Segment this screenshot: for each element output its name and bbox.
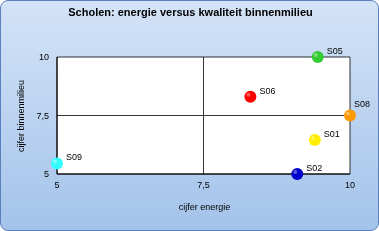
html-text:cijfer binnenmilieu: cijfer binnenmilieu xyxy=(16,80,26,152)
svg-text:S05: S05 xyxy=(327,46,343,56)
svg-text:S06: S06 xyxy=(259,86,275,96)
svg-text:10: 10 xyxy=(345,180,355,190)
svg-text:7,5: 7,5 xyxy=(197,180,210,190)
svg-text:5: 5 xyxy=(44,169,49,179)
svg-text:S02: S02 xyxy=(306,163,322,173)
svg-text:5: 5 xyxy=(54,180,59,190)
svg-text:S09: S09 xyxy=(66,152,82,162)
svg-text:S01: S01 xyxy=(324,129,340,139)
svg-text:10: 10 xyxy=(39,52,49,62)
svg-text:7,5: 7,5 xyxy=(36,111,49,121)
html-text:cijfer energie: cijfer energie xyxy=(178,202,231,212)
svg-text:S08: S08 xyxy=(354,99,370,109)
html-text:Scholen: energie versus kwalit: Scholen: energie versus kwaliteit binnen… xyxy=(68,6,313,18)
